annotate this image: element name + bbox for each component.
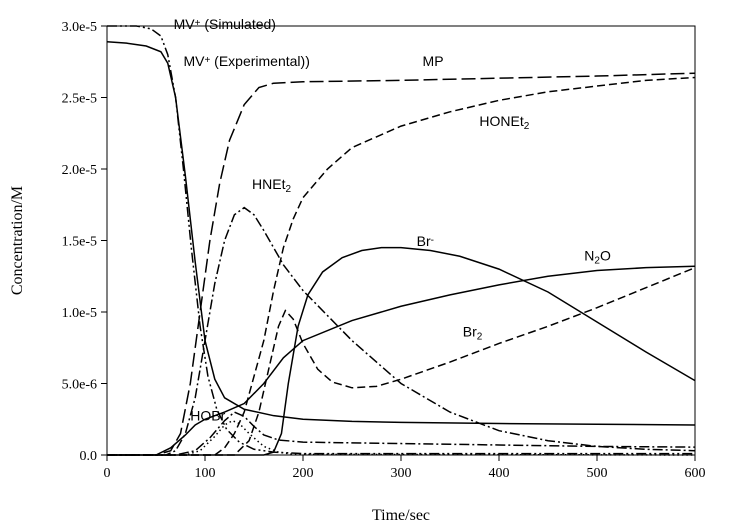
series-label-mv-sim: MV+ (Simulated): [174, 16, 276, 32]
plot-frame: [106, 25, 696, 456]
series-line-4: [107, 76, 696, 456]
y-tick-label: 1.5e-5: [62, 235, 97, 250]
x-tick-label: 300: [391, 466, 412, 481]
series-label-br-minus: Br-: [417, 233, 434, 249]
curves-layer: [106, 25, 696, 456]
series-line-6: [107, 246, 696, 456]
series-line-5: [107, 206, 696, 456]
series-label-mp: MP: [423, 53, 444, 69]
series-label-br2: Br2: [463, 323, 483, 342]
series-labels: MV+ (Simulated) MV+ (Experimental)) MP HONE…: [174, 16, 611, 424]
series-label-n2o: N2O: [584, 248, 611, 267]
series-label-honet2: HONEt2: [479, 113, 529, 132]
x-tick-label: 100: [195, 466, 216, 481]
series-line-9: [107, 411, 696, 456]
y-tick-label: 0.0: [80, 449, 98, 464]
series-line-2: [106, 40, 696, 426]
series-line-10: [107, 419, 696, 456]
x-tick-label: 0: [104, 466, 111, 481]
y-tick-label: 1.0e-5: [62, 306, 97, 321]
series-label-hobr: HOBr: [190, 408, 225, 424]
y-tick-label: 3.0e-5: [62, 20, 97, 35]
y-axis-title: Concentration/M: [9, 186, 26, 295]
series-line-8: [107, 266, 696, 456]
x-tick-label: 600: [685, 466, 706, 481]
x-tick-label: 400: [489, 466, 510, 481]
x-tick-label: 200: [293, 466, 314, 481]
series-label-mv-exp: MV+ (Experimental)): [183, 53, 309, 69]
y-tick-label: 2.5e-5: [62, 92, 97, 107]
series-label-hnet2: HNEt2: [252, 176, 291, 195]
series-line-1: [107, 25, 695, 455]
x-axis-title: Time/sec: [372, 507, 430, 524]
y-axis: 0.0 5.0e-6 1.0e-5 1.5e-5 2.0e-5 2.5e-5 3.0e-5: [62, 20, 107, 464]
series-line-7: [107, 265, 696, 456]
series-line-3: [107, 72, 696, 456]
y-tick-label: 5.0e-6: [62, 378, 97, 393]
x-tick-label: 500: [587, 466, 608, 481]
y-tick-label: 2.0e-5: [62, 163, 97, 178]
x-axis: 0 100 200 300 400 500 600: [104, 455, 706, 481]
